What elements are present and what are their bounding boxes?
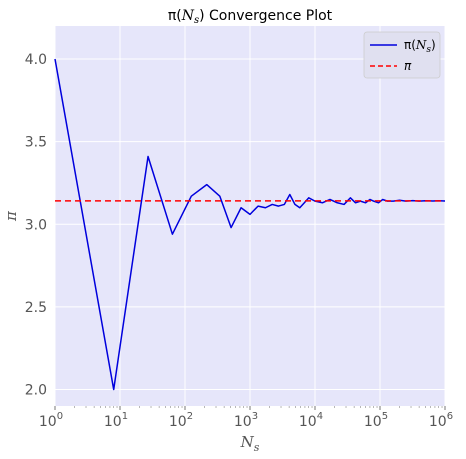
y-tick-label: 3.5 <box>25 135 47 151</box>
ticks: 100 101 102 103 104 105 106 2.0 2.5 3.0 3.5 4.0 <box>25 52 453 430</box>
grid <box>54 26 446 406</box>
legend: π(Ns) π <box>363 31 441 79</box>
series-layer <box>54 58 446 391</box>
y-tick-label: 2.0 <box>25 382 47 398</box>
x-tick-label: 105 <box>364 411 388 430</box>
legend-label-pi: π <box>404 59 412 73</box>
chart-title: π(Ns) Convergence Plot <box>168 8 333 26</box>
x-tick-label: 102 <box>169 411 193 430</box>
y-axis-label: π <box>2 210 20 222</box>
x-tick-label: 106 <box>429 411 453 430</box>
y-tick-label: 3.0 <box>25 217 47 233</box>
legend-box <box>363 31 441 79</box>
y-tick-label: 2.5 <box>25 300 47 316</box>
x-tick-label: 100 <box>39 411 63 430</box>
x-tick-label: 101 <box>104 411 128 430</box>
x-tick-label: 104 <box>299 411 323 430</box>
y-tick-label: 4.0 <box>25 52 47 68</box>
x-axis-label: Ns <box>240 433 260 454</box>
x-tick-label: 103 <box>234 411 258 430</box>
